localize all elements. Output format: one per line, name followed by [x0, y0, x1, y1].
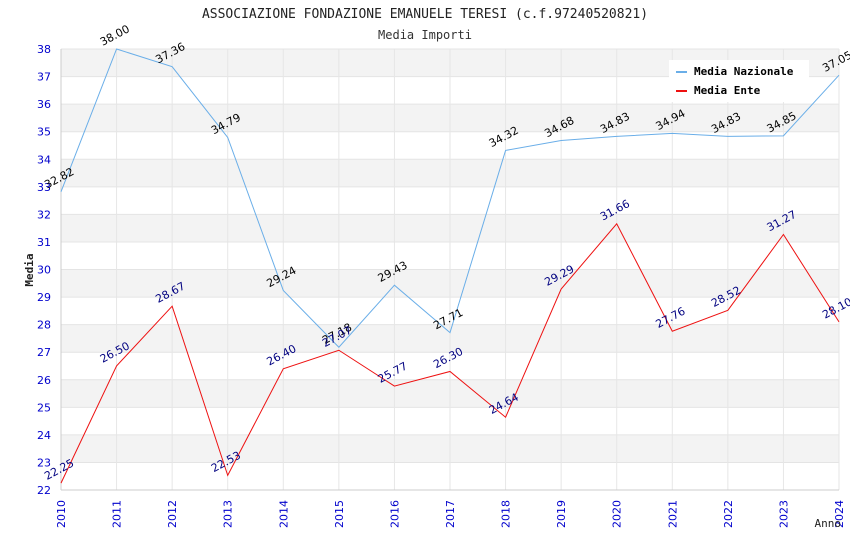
x-tick-label: 2020	[611, 500, 624, 528]
y-axis-ticks: 22 23 24 25 26 27 28 29 30 31 32 33 34 35 36 37 38	[37, 43, 51, 497]
legend-label-nazionale: Media Nazionale	[694, 65, 794, 78]
y-tick-label: 36	[37, 98, 51, 111]
legend: Media Nazionale Media Ente	[669, 60, 809, 102]
x-tick-label: 2011	[111, 500, 124, 528]
series-line-ente	[60, 222, 840, 484]
y-tick-label: 38	[37, 43, 51, 56]
x-tick-label: 2023	[777, 500, 790, 528]
y-tick-label: 25	[37, 401, 51, 414]
x-tick-label: 2024	[833, 500, 846, 528]
legend-label-ente: Media Ente	[694, 84, 761, 97]
x-tick-label: 2018	[500, 500, 513, 528]
x-tick-label: 2017	[444, 500, 457, 528]
data-label: 32.82	[42, 165, 76, 191]
x-tick-label: 2015	[333, 500, 346, 528]
x-tick-label: 2014	[277, 500, 290, 528]
y-tick-label: 31	[37, 236, 51, 249]
series-line-nazionale	[60, 48, 840, 348]
x-tick-label: 2016	[388, 500, 401, 528]
y-tick-label: 32	[37, 208, 51, 221]
series-lines	[60, 48, 840, 484]
y-tick-label: 23	[37, 456, 51, 469]
y-tick-label: 26	[37, 374, 51, 387]
x-tick-label: 2010	[55, 500, 68, 528]
x-tick-label: 2012	[166, 500, 179, 528]
x-tick-label: 2021	[666, 500, 679, 528]
y-tick-label: 30	[37, 264, 51, 277]
y-tick-label: 22	[37, 484, 51, 497]
y-tick-label: 33	[37, 181, 51, 194]
y-tick-label: 35	[37, 126, 51, 139]
y-tick-label: 34	[37, 153, 51, 166]
y-tick-label: 24	[37, 429, 51, 442]
y-axis-label: Media	[23, 253, 36, 286]
chart-subtitle: Media Importi	[378, 28, 472, 42]
legend-box	[669, 60, 809, 102]
x-axis-ticks: 2010 2011 2012 2013 2014 2015 2016 2017 2018 2019…	[55, 500, 846, 528]
x-tick-label: 2019	[555, 500, 568, 528]
grid-bands	[60, 48, 840, 491]
y-tick-label: 27	[37, 346, 51, 359]
x-tick-label: 2013	[222, 500, 235, 528]
y-tick-label: 37	[37, 71, 51, 84]
y-tick-label: 29	[37, 291, 51, 304]
chart-title: ASSOCIAZIONE FONDAZIONE EMANUELE TERESI …	[202, 7, 648, 22]
y-tick-label: 28	[37, 319, 51, 332]
data-label: 38.00	[98, 22, 132, 48]
x-axis-label: Anno	[815, 517, 842, 530]
x-tick-label: 2022	[722, 500, 735, 528]
